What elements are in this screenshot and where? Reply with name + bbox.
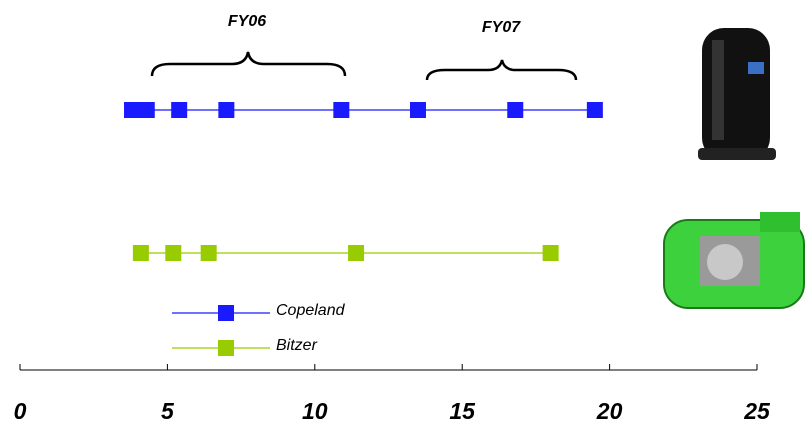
marker (132, 245, 149, 261)
legend-label: Copeland (276, 302, 346, 319)
marker (542, 245, 559, 261)
marker (124, 102, 141, 118)
legend-marker (218, 340, 234, 356)
marker (507, 102, 524, 118)
x-tick-label: 0 (14, 398, 27, 424)
x-tick-label: 25 (743, 398, 771, 424)
marker (333, 102, 350, 118)
marker (586, 102, 603, 118)
x-tick-label: 20 (596, 398, 623, 424)
annotation: FY07 (482, 19, 521, 36)
brace (150, 51, 347, 77)
marker (409, 102, 426, 118)
marker (348, 245, 365, 261)
brace (425, 59, 578, 81)
marker (165, 245, 182, 261)
x-tick-label: 15 (449, 398, 476, 424)
legend-label: Bitzer (276, 337, 318, 354)
copeland-image (698, 28, 776, 160)
marker (200, 245, 217, 261)
marker (218, 102, 235, 118)
marker (171, 102, 188, 118)
bitzer-image (663, 212, 805, 309)
x-tick-label: 5 (161, 398, 175, 424)
marker (138, 102, 155, 118)
annotation: FY06 (228, 13, 266, 30)
x-tick-label: 10 (302, 398, 328, 424)
legend-marker (218, 305, 234, 321)
